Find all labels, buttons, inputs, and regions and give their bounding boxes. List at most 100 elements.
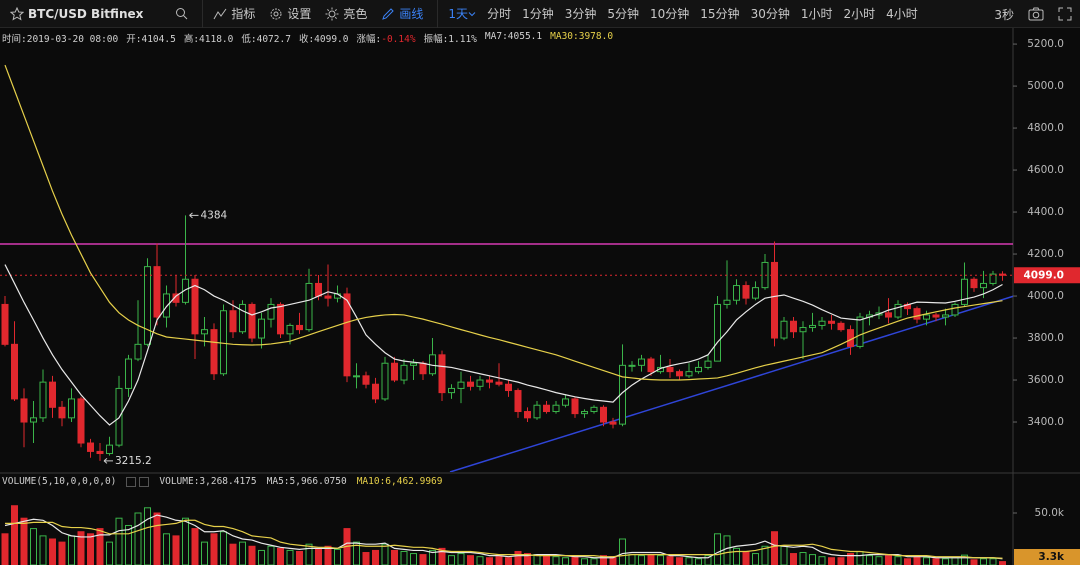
volume-bar xyxy=(324,545,332,565)
volume-bar xyxy=(904,558,911,565)
tool-indicator[interactable]: 指标 xyxy=(213,5,255,22)
volume-bar xyxy=(628,554,636,565)
interval[interactable]: 15分钟 xyxy=(700,7,740,21)
volume-info-line: VOLUME(5,10,0,0,0,0) VOLUME:3,268.4175 M… xyxy=(2,476,443,487)
volume-bar xyxy=(866,555,873,565)
volume-bar xyxy=(457,553,465,565)
candle-body xyxy=(571,398,579,415)
interval[interactable]: 1小时 xyxy=(800,7,833,21)
volume-bar xyxy=(828,557,835,565)
candle-body xyxy=(723,299,731,305)
candle-body xyxy=(229,310,237,333)
info-key: 低: xyxy=(241,34,257,45)
refresh-rate[interactable]: 3秒 xyxy=(994,7,1014,22)
info-item: MA7:4055.1 xyxy=(485,31,542,45)
volume-pane xyxy=(1,505,1006,565)
candle-body xyxy=(780,320,788,339)
sun-icon xyxy=(325,7,339,20)
interval[interactable]: 2小时 xyxy=(843,7,876,21)
close-button[interactable] xyxy=(139,476,150,487)
candle-body xyxy=(210,329,218,375)
volume-bar xyxy=(58,541,66,565)
candle-body xyxy=(543,404,550,413)
search[interactable] xyxy=(175,7,188,20)
volume-bar xyxy=(220,531,227,565)
ma-line xyxy=(4,514,1003,560)
candle-body xyxy=(828,320,835,324)
candle-body xyxy=(315,282,322,297)
candle-body xyxy=(809,324,816,329)
candle-body xyxy=(609,421,617,425)
candle-body xyxy=(704,360,712,368)
candle-body xyxy=(552,404,560,413)
pen-icon xyxy=(382,7,395,20)
volume-bar xyxy=(856,550,864,565)
candle-body xyxy=(49,381,56,408)
interval[interactable]: 3分钟 xyxy=(564,7,597,21)
tool-label[interactable]: 设置 xyxy=(287,7,312,21)
fullscreen-icon[interactable] xyxy=(1058,7,1072,21)
interval[interactable]: 5分钟 xyxy=(607,7,639,21)
volume-bar xyxy=(742,550,750,565)
volume-title: VOLUME(5,10,0,0,0,0) xyxy=(2,476,117,487)
interval[interactable]: 分时 xyxy=(487,7,512,21)
candle-body xyxy=(305,282,313,331)
volume-bar xyxy=(666,556,674,565)
toolbar: BTC/USD Bitfinex 指标 设置 亮色 画线 1天 分时 1分钟 3… xyxy=(0,0,1080,28)
info-value: 4055.1 xyxy=(507,31,543,42)
volume-bar xyxy=(467,555,474,565)
candle-body xyxy=(818,320,826,326)
interval[interactable]: 4小时 xyxy=(886,7,918,21)
candle-body xyxy=(885,312,892,318)
candle-body xyxy=(125,358,132,389)
info-item: 时间:2019-03-20 08:00 xyxy=(2,31,118,45)
candle-body xyxy=(647,358,655,373)
camera-icon[interactable] xyxy=(1028,7,1044,21)
price-pane: 4384 3215.2 xyxy=(0,64,1013,472)
volume-bar xyxy=(153,512,161,565)
candle-body xyxy=(695,366,702,373)
candle-body xyxy=(30,417,37,423)
info-key: MA30: xyxy=(550,31,579,42)
tool-settings[interactable]: 设置 xyxy=(269,5,311,22)
volume-bar xyxy=(68,535,75,565)
candle-body xyxy=(343,293,351,377)
tool-label[interactable]: 亮色 xyxy=(343,7,368,21)
volume-bar xyxy=(163,533,170,565)
settings-button[interactable] xyxy=(126,476,137,487)
interval[interactable]: 30分钟 xyxy=(750,7,790,21)
volume-bar xyxy=(989,558,997,565)
candle-body xyxy=(419,362,427,375)
candle-body xyxy=(894,303,902,318)
arrow xyxy=(189,212,199,219)
interval[interactable]: 10分钟 xyxy=(650,7,690,21)
volume-bar xyxy=(115,517,123,565)
candle-body xyxy=(999,273,1006,276)
y-tick-label: 5000.0 xyxy=(1027,80,1064,92)
candle-body xyxy=(11,343,18,400)
ma-line xyxy=(5,519,1003,559)
volume-bar xyxy=(201,541,208,565)
y-tick-label: 5200.0 xyxy=(1027,38,1064,50)
volume-bar xyxy=(229,543,237,565)
search-icon[interactable] xyxy=(175,7,188,20)
tool-label[interactable]: 指标 xyxy=(231,7,256,21)
candle-body xyxy=(837,322,845,331)
candle-body xyxy=(381,362,389,400)
tool-label[interactable]: 画线 xyxy=(399,7,424,21)
interval-label[interactable]: 1天 xyxy=(448,7,469,21)
candle-body xyxy=(590,406,598,413)
star-icon[interactable] xyxy=(10,6,24,21)
volume-bar xyxy=(600,555,607,565)
candle-body xyxy=(277,303,284,335)
volume-bar xyxy=(315,547,322,565)
interval[interactable]: 1天 xyxy=(448,5,476,22)
volume-bar xyxy=(571,556,579,565)
tool-draw[interactable]: 画线 xyxy=(381,5,423,22)
extreme-label: 3215.2 xyxy=(115,455,152,467)
volume-ma10: MA10:6,462.9969 xyxy=(356,476,443,487)
tool-light[interactable]: 亮色 xyxy=(325,5,367,22)
symbol[interactable]: BTC/USD Bitfinex xyxy=(10,6,143,21)
info-value: 2019-03-20 08:00 xyxy=(26,34,119,45)
interval[interactable]: 1分钟 xyxy=(522,7,554,21)
